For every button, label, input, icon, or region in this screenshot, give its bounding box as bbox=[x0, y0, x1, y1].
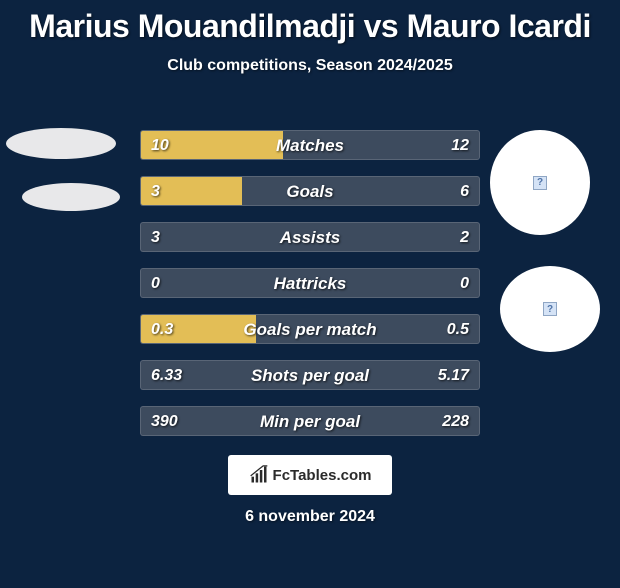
stat-value-left: 0.3 bbox=[151, 315, 173, 344]
footer-brand-text: FcTables.com bbox=[273, 467, 372, 484]
stat-value-left: 10 bbox=[151, 131, 169, 160]
stat-row: Min per goal390 228 bbox=[140, 406, 480, 436]
image-placeholder-icon: ? bbox=[533, 176, 547, 190]
footer-date: 6 november 2024 bbox=[0, 508, 620, 526]
stat-value-right: 6 bbox=[460, 177, 469, 206]
stat-value-left: 6.33 bbox=[151, 361, 182, 390]
stat-value-left: 0 bbox=[151, 269, 160, 298]
stat-row: Assists3 2 bbox=[140, 222, 480, 252]
stat-value-right: 12 bbox=[451, 131, 469, 160]
stat-value-right: 228 bbox=[442, 407, 469, 436]
stat-label: Shots per goal bbox=[141, 361, 479, 390]
stat-label: Goals bbox=[141, 177, 479, 206]
player-left-avatar-top bbox=[6, 128, 116, 159]
stat-value-right: 2 bbox=[460, 223, 469, 252]
page-subtitle: Club competitions, Season 2024/2025 bbox=[0, 57, 620, 75]
stat-label: Min per goal bbox=[141, 407, 479, 436]
stat-value-right: 0 bbox=[460, 269, 469, 298]
bar-chart-icon bbox=[249, 465, 269, 485]
stat-value-left: 3 bbox=[151, 223, 160, 252]
image-placeholder-icon: ? bbox=[543, 302, 557, 316]
page-title: Marius Mouandilmadji vs Mauro Icardi bbox=[0, 8, 620, 45]
player-right-avatar-bottom: ? bbox=[500, 266, 600, 352]
stat-row: Matches10 12 bbox=[140, 130, 480, 160]
stat-value-right: 5.17 bbox=[438, 361, 469, 390]
stat-value-left: 3 bbox=[151, 177, 160, 206]
stat-bars-container: Matches1012Goals36Assists32Hattricks00Go… bbox=[140, 130, 480, 452]
player-left-avatar-bottom bbox=[22, 183, 120, 211]
footer-brand-box: FcTables.com bbox=[228, 455, 392, 495]
stat-row: Goals3 6 bbox=[140, 176, 480, 206]
stat-label: Matches bbox=[141, 131, 479, 160]
stat-label: Hattricks bbox=[141, 269, 479, 298]
stat-row: Hattricks0 0 bbox=[140, 268, 480, 298]
stat-value-left: 390 bbox=[151, 407, 178, 436]
stat-label: Assists bbox=[141, 223, 479, 252]
player-right-avatar-top: ? bbox=[490, 130, 590, 235]
stat-row: Goals per match0.3 0.5 bbox=[140, 314, 480, 344]
stat-row: Shots per goal6.33 5.17 bbox=[140, 360, 480, 390]
stat-value-right: 0.5 bbox=[447, 315, 469, 344]
stat-label: Goals per match bbox=[141, 315, 479, 344]
